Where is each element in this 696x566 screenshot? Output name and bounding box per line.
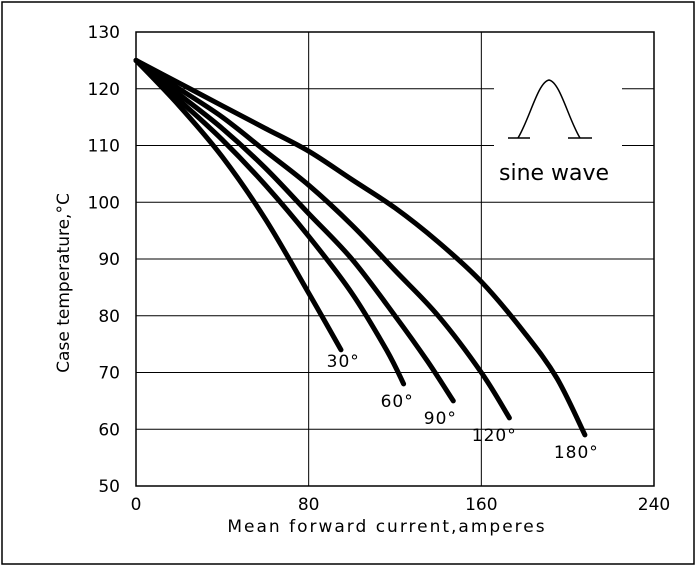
half-sine-pulse-icon xyxy=(517,79,581,139)
x-tick-labels: 0 80 160 240 xyxy=(131,495,671,515)
y-tick-label: 130 xyxy=(88,23,120,43)
x-tick-label: 160 xyxy=(465,495,497,515)
series-label: 120° xyxy=(472,426,517,446)
series-line-30deg xyxy=(133,57,344,353)
sine-wave-inset: sine wave xyxy=(494,60,622,190)
series-label: 90° xyxy=(424,409,457,429)
y-tick-label: 120 xyxy=(88,80,120,100)
inset-background xyxy=(494,60,622,190)
x-tick-label: 240 xyxy=(638,495,670,515)
plot-area-border xyxy=(135,31,655,487)
y-tick-label: 60 xyxy=(98,420,120,440)
series-lines xyxy=(133,57,588,438)
x-tick-label: 0 xyxy=(131,495,142,515)
plot-frame xyxy=(135,31,655,487)
y-tick-label: 70 xyxy=(98,364,120,384)
series-label: 180° xyxy=(554,443,599,463)
series-line-90deg xyxy=(133,57,456,404)
y-tick-label: 110 xyxy=(88,137,120,157)
inset-label: sine wave xyxy=(499,161,609,186)
series-line-180deg xyxy=(133,57,588,438)
series-line-120deg xyxy=(133,57,512,421)
series-line-60deg xyxy=(133,57,407,387)
y-tick-label: 100 xyxy=(88,193,120,213)
series-label: 60° xyxy=(381,392,414,412)
y-tick-label: 50 xyxy=(98,477,120,497)
y-tick-labels: 50 60 70 80 90 100 110 120 130 xyxy=(88,23,120,497)
x-tick-label: 80 xyxy=(298,495,320,515)
series-labels: 30° 60° 90° 120° 180° xyxy=(327,352,599,463)
y-tick-label: 90 xyxy=(98,250,120,270)
series-label: 30° xyxy=(327,352,360,372)
y-axis-label: Case temperature,°C xyxy=(54,193,74,373)
x-axis-label: Mean forward current,amperes xyxy=(227,517,546,537)
y-tick-label: 80 xyxy=(98,307,120,327)
